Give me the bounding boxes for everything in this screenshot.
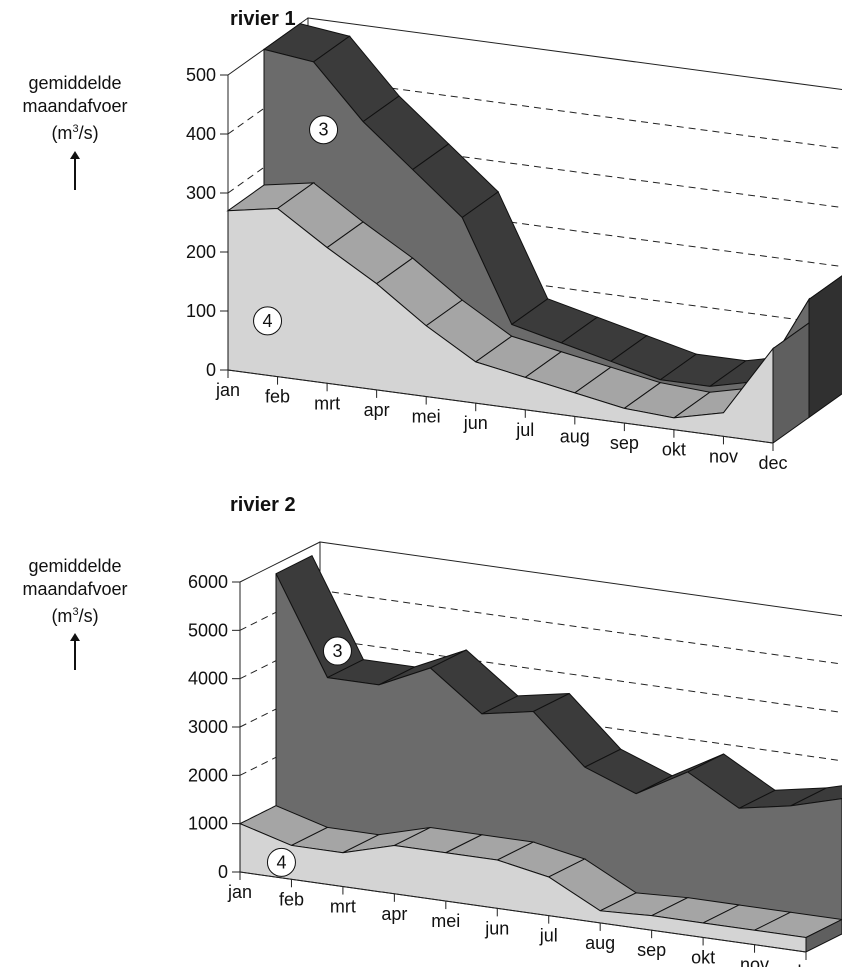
- gridline: [307, 135, 842, 209]
- gridline: [307, 253, 842, 327]
- y-axis-label-line1: gemiddelde: [28, 73, 122, 93]
- series-end-cap: [808, 275, 842, 419]
- x-tick-label: apr: [364, 400, 390, 420]
- y-tick-label: 300: [186, 183, 216, 203]
- y-tick-label: 0: [218, 862, 228, 882]
- chart-title: rivier 2: [230, 494, 296, 516]
- series-label-3: 3: [319, 120, 329, 140]
- y-tick-label: 3000: [188, 717, 228, 737]
- x-tick-label: jun: [463, 413, 488, 433]
- series-end-cap: [772, 321, 810, 444]
- y-tick-label: 400: [186, 124, 216, 144]
- x-tick-label: mei: [412, 407, 441, 427]
- y-tick-label: 500: [186, 65, 216, 85]
- series-end-cap: [805, 918, 842, 953]
- x-tick-label: sep: [637, 940, 666, 960]
- x-axis: [239, 871, 807, 953]
- series-label-4: 4: [276, 852, 286, 872]
- x-tick-label: nov: [740, 955, 769, 967]
- x-tick-label: jan: [215, 380, 240, 400]
- top-edge: [239, 541, 321, 583]
- gridline: [307, 194, 842, 268]
- y-axis-label-line1: gemiddelde: [28, 556, 122, 576]
- series-marker-4: [253, 306, 283, 336]
- y-axis-label: gemiddelde maandafvoer (m3/s): [0, 72, 150, 145]
- series-label-4: 4: [263, 311, 273, 331]
- chart-title: rivier 1: [230, 8, 296, 30]
- up-arrow-icon: [70, 633, 80, 670]
- y-tick-label: 4000: [188, 669, 228, 689]
- y-axis-label-line2: maandafvoer: [22, 579, 128, 599]
- x-tick-label: feb: [279, 889, 304, 909]
- gridline: [307, 76, 842, 150]
- series-marker-3: [322, 636, 352, 666]
- gridline: [319, 589, 842, 665]
- y-tick-label: 2000: [188, 765, 228, 785]
- y-axis-label-line2: maandafvoer: [22, 96, 128, 116]
- y-axis-unit: (m3/s): [51, 606, 99, 626]
- x-tick-label: dec: [758, 453, 787, 473]
- chart-rivier-2: rivier 2 gemiddelde maandafvoer (m3/s) 0…: [0, 490, 842, 967]
- up-arrow-icon: [70, 151, 80, 190]
- y-tick-label: 1000: [188, 814, 228, 834]
- x-tick-label: jun: [484, 918, 509, 938]
- y-tick-label: 200: [186, 242, 216, 262]
- series-area-4: [239, 822, 807, 953]
- x-tick-label: jul: [515, 420, 534, 440]
- x-tick-label: okt: [662, 440, 686, 460]
- x-tick-label: aug: [560, 426, 590, 446]
- x-tick-label: mrt: [330, 897, 356, 917]
- x-tick-label: dec: [791, 962, 820, 967]
- series-marker-3: [309, 115, 339, 145]
- series-marker-4: [266, 847, 296, 877]
- x-tick-label: nov: [709, 446, 738, 466]
- y-tick-label: 6000: [188, 572, 228, 592]
- x-tick-label: feb: [265, 387, 290, 407]
- chart-plot-1: 0 100 200 300 400 500 3 4 jan feb mrt apr mei jun jul a…: [186, 17, 842, 473]
- y-axis-unit: (m3/s): [51, 123, 99, 143]
- x-tick-label: apr: [381, 904, 407, 924]
- x-tick-label: mei: [431, 911, 460, 931]
- x-tick-label: jan: [227, 882, 252, 902]
- x-tick-label: aug: [585, 933, 615, 953]
- y-axis-label: gemiddelde maandafvoer (m3/s): [0, 555, 150, 628]
- x-axis: [227, 369, 774, 444]
- x-tick-label: okt: [691, 947, 715, 967]
- x-tick-label: sep: [610, 433, 639, 453]
- series-area-4: [227, 207, 774, 444]
- chart-rivier-1: rivier 1 gemiddelde maandafvoer (m3/s) 0…: [0, 8, 842, 473]
- series-label-3: 3: [332, 641, 342, 661]
- x-tick-label: mrt: [314, 393, 340, 413]
- y-tick-label: 0: [206, 360, 216, 380]
- x-tick-label: jul: [539, 926, 558, 946]
- chart-plot-2: 0 1000 2000 3000 4000 5000 6000 3 4 jan feb mrt apr m…: [188, 541, 842, 967]
- y-tick-label: 5000: [188, 620, 228, 640]
- y-tick-label: 100: [186, 301, 216, 321]
